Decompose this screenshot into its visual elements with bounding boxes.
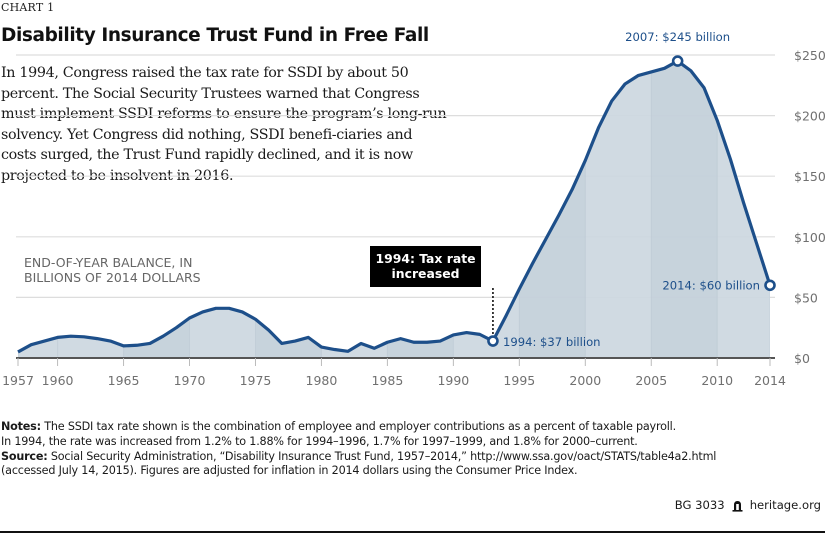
y-tick-label: $50	[794, 290, 818, 305]
x-tick-label: 2014	[754, 373, 786, 388]
x-tick-label: 1970	[174, 373, 206, 388]
annotation-labels: 1994: $37 billion 2007: $245 billion 2014:…	[503, 30, 760, 349]
y-tick-label: $0	[794, 351, 810, 366]
chart-title: Disability Insurance Trust Fund in Free …	[1, 25, 429, 46]
notes-line2: In 1994, the rate was increased from 1.2…	[1, 434, 638, 448]
tax-rate-callout: 1994: Tax rate increased	[370, 246, 481, 287]
x-tick-label: 1960	[42, 373, 74, 388]
data-point-marker	[671, 55, 684, 67]
y-tick-label: $150	[794, 169, 825, 184]
x-tick-label: 2000	[569, 373, 601, 388]
liberty-bell-icon	[732, 500, 743, 512]
bottom-rule	[0, 531, 825, 533]
year-band	[651, 61, 718, 358]
x-tick-label: 1990	[437, 373, 469, 388]
x-tick-label: 1995	[503, 373, 535, 388]
site-link[interactable]: heritage.org	[749, 498, 821, 512]
chart-kicker: CHART 1	[1, 1, 55, 14]
x-ticks: 1957 1960 1965 1970 1975 1980 1985 1990 1995 2000…	[2, 358, 786, 388]
report-id: BG 3033	[674, 498, 725, 512]
annotation-markers	[487, 55, 776, 347]
y-tick-label: $250	[794, 48, 825, 63]
source-line2: (accessed July 14, 2015). Figures are ad…	[1, 464, 578, 478]
notes-label: Notes:	[1, 420, 41, 433]
notes-block: Notes: The SSDI tax rate shown is the co…	[1, 420, 821, 479]
x-tick-label: 1975	[240, 373, 272, 388]
annotation-label: 2007: $245 billion	[625, 30, 730, 44]
source-line1: Source: Social Security Administration, …	[1, 450, 821, 465]
x-tick-label: 1980	[306, 373, 338, 388]
year-band	[255, 61, 322, 358]
x-tick-label: 2005	[635, 373, 667, 388]
data-point-marker	[487, 335, 499, 347]
y-tick-label: $200	[794, 109, 825, 124]
x-tick-label: 1985	[371, 373, 403, 388]
source-label: Source:	[1, 449, 48, 463]
year-band	[519, 61, 586, 358]
chart-intro: In 1994, Congress raised the tax rate fo…	[1, 65, 447, 184]
source-text: Social Security Administration, “Disabil…	[47, 449, 717, 463]
notes-line1: Notes: The SSDI tax rate shown is the co…	[1, 420, 821, 435]
x-tick-label: 1957	[2, 373, 34, 388]
year-band	[387, 61, 454, 358]
callout-line2: increased	[391, 266, 460, 281]
annotation-label: 1994: $37 billion	[503, 335, 601, 349]
chart-svg: 1957 1960 1965 1970 1975 1980 1985 1990 1995 2000…	[2, 30, 825, 388]
balance-line	[17, 59, 772, 354]
y-ticks: $0 $50 $100 $150 $200 $250	[794, 48, 825, 366]
balance-area	[18, 61, 770, 359]
notes-text: The SSDI tax rate shown is the combinati…	[40, 420, 676, 433]
y-tick-label: $100	[794, 230, 825, 245]
data-point-marker	[764, 279, 776, 292]
annotation-label: 2014: $60 billion	[662, 278, 760, 292]
y-axis-title-line1: END-OF-YEAR BALANCE, IN	[24, 255, 192, 270]
footer: BG 3033 heritage.org	[675, 498, 821, 512]
year-bands-overlay	[18, 61, 770, 358]
callout-line1: 1994: Tax rate	[375, 251, 476, 266]
y-axis-title-line2: BILLIONS OF 2014 DOLLARS	[24, 270, 201, 285]
year-band	[123, 61, 190, 358]
x-tick-label: 2010	[701, 373, 733, 388]
x-tick-label: 1965	[108, 373, 140, 388]
